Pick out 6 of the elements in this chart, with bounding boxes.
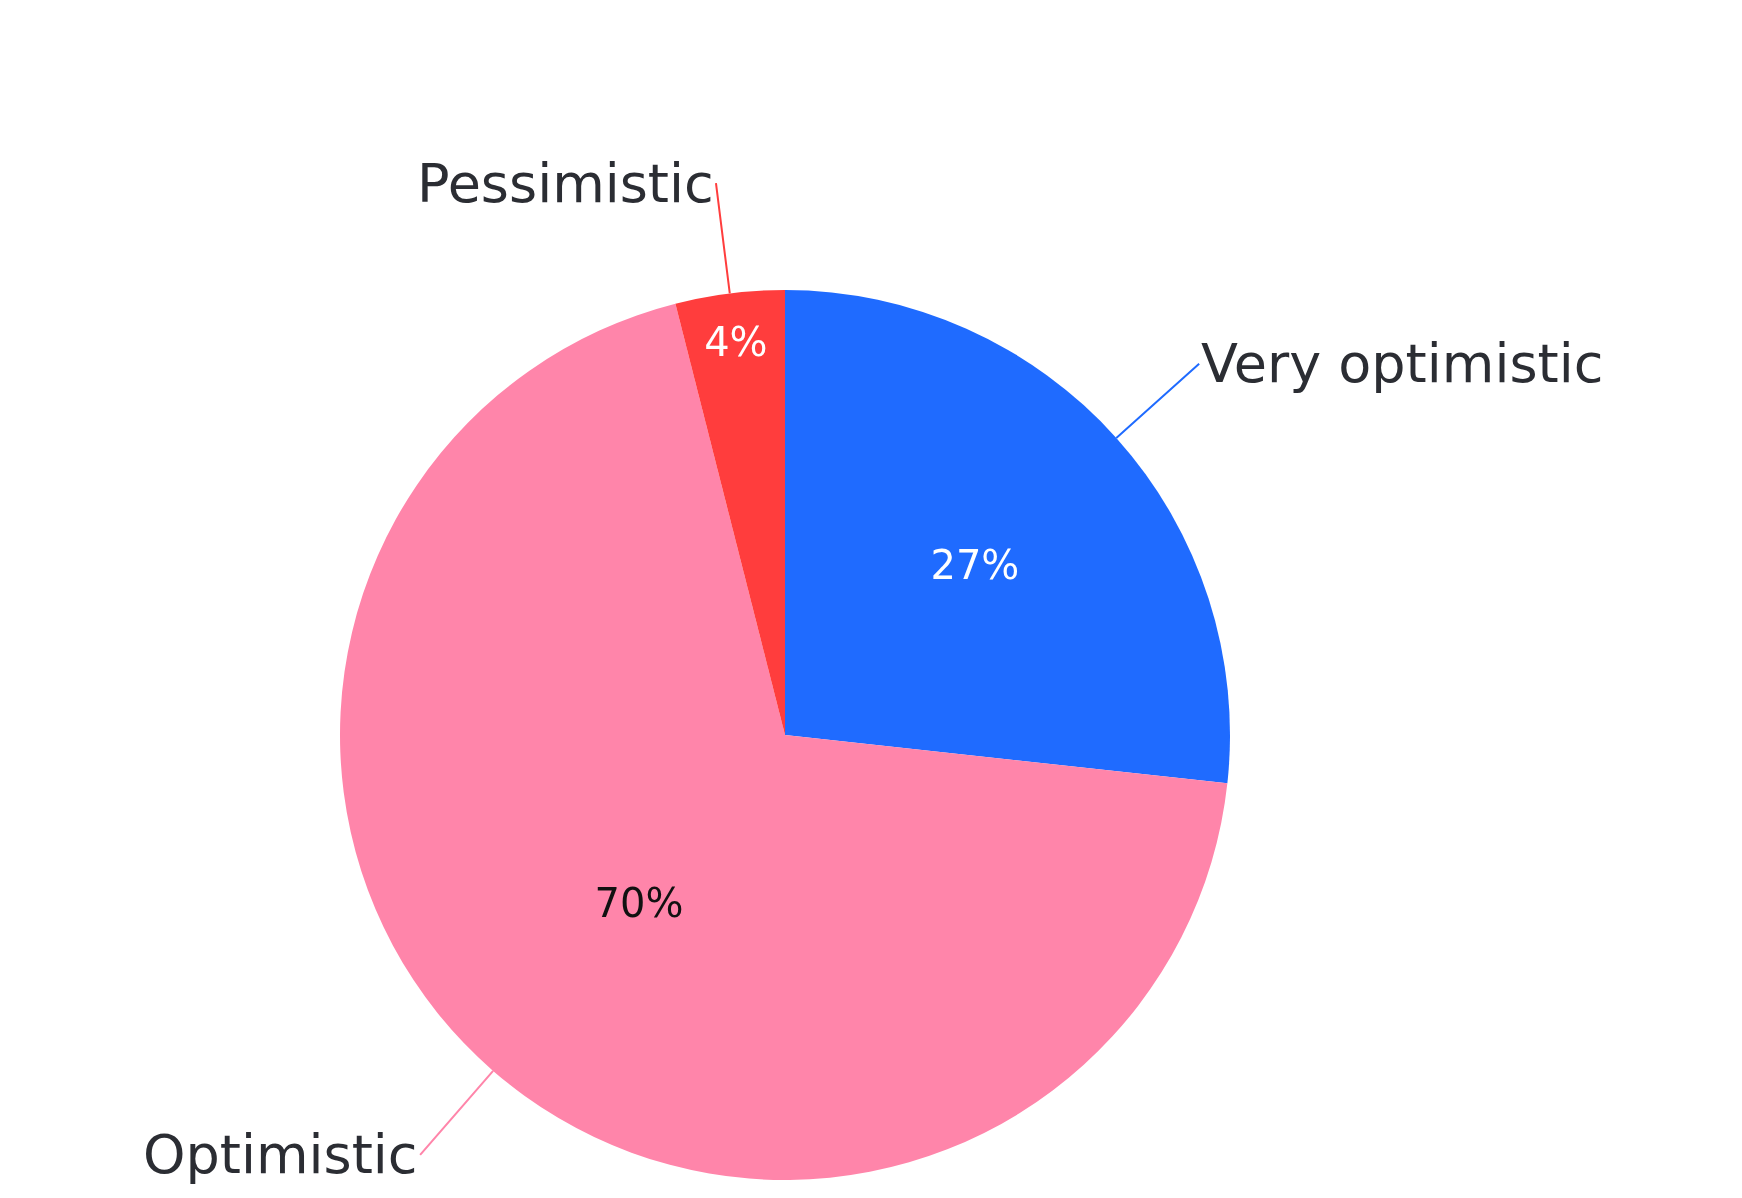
data-label: 4% (704, 319, 768, 366)
slice-label: Very optimistic (1201, 332, 1604, 395)
slice-label: Pessimistic (417, 152, 714, 215)
data-label: 27% (930, 541, 1020, 588)
slice-label: Optimistic (143, 1123, 418, 1186)
data-label: 70% (594, 879, 684, 926)
